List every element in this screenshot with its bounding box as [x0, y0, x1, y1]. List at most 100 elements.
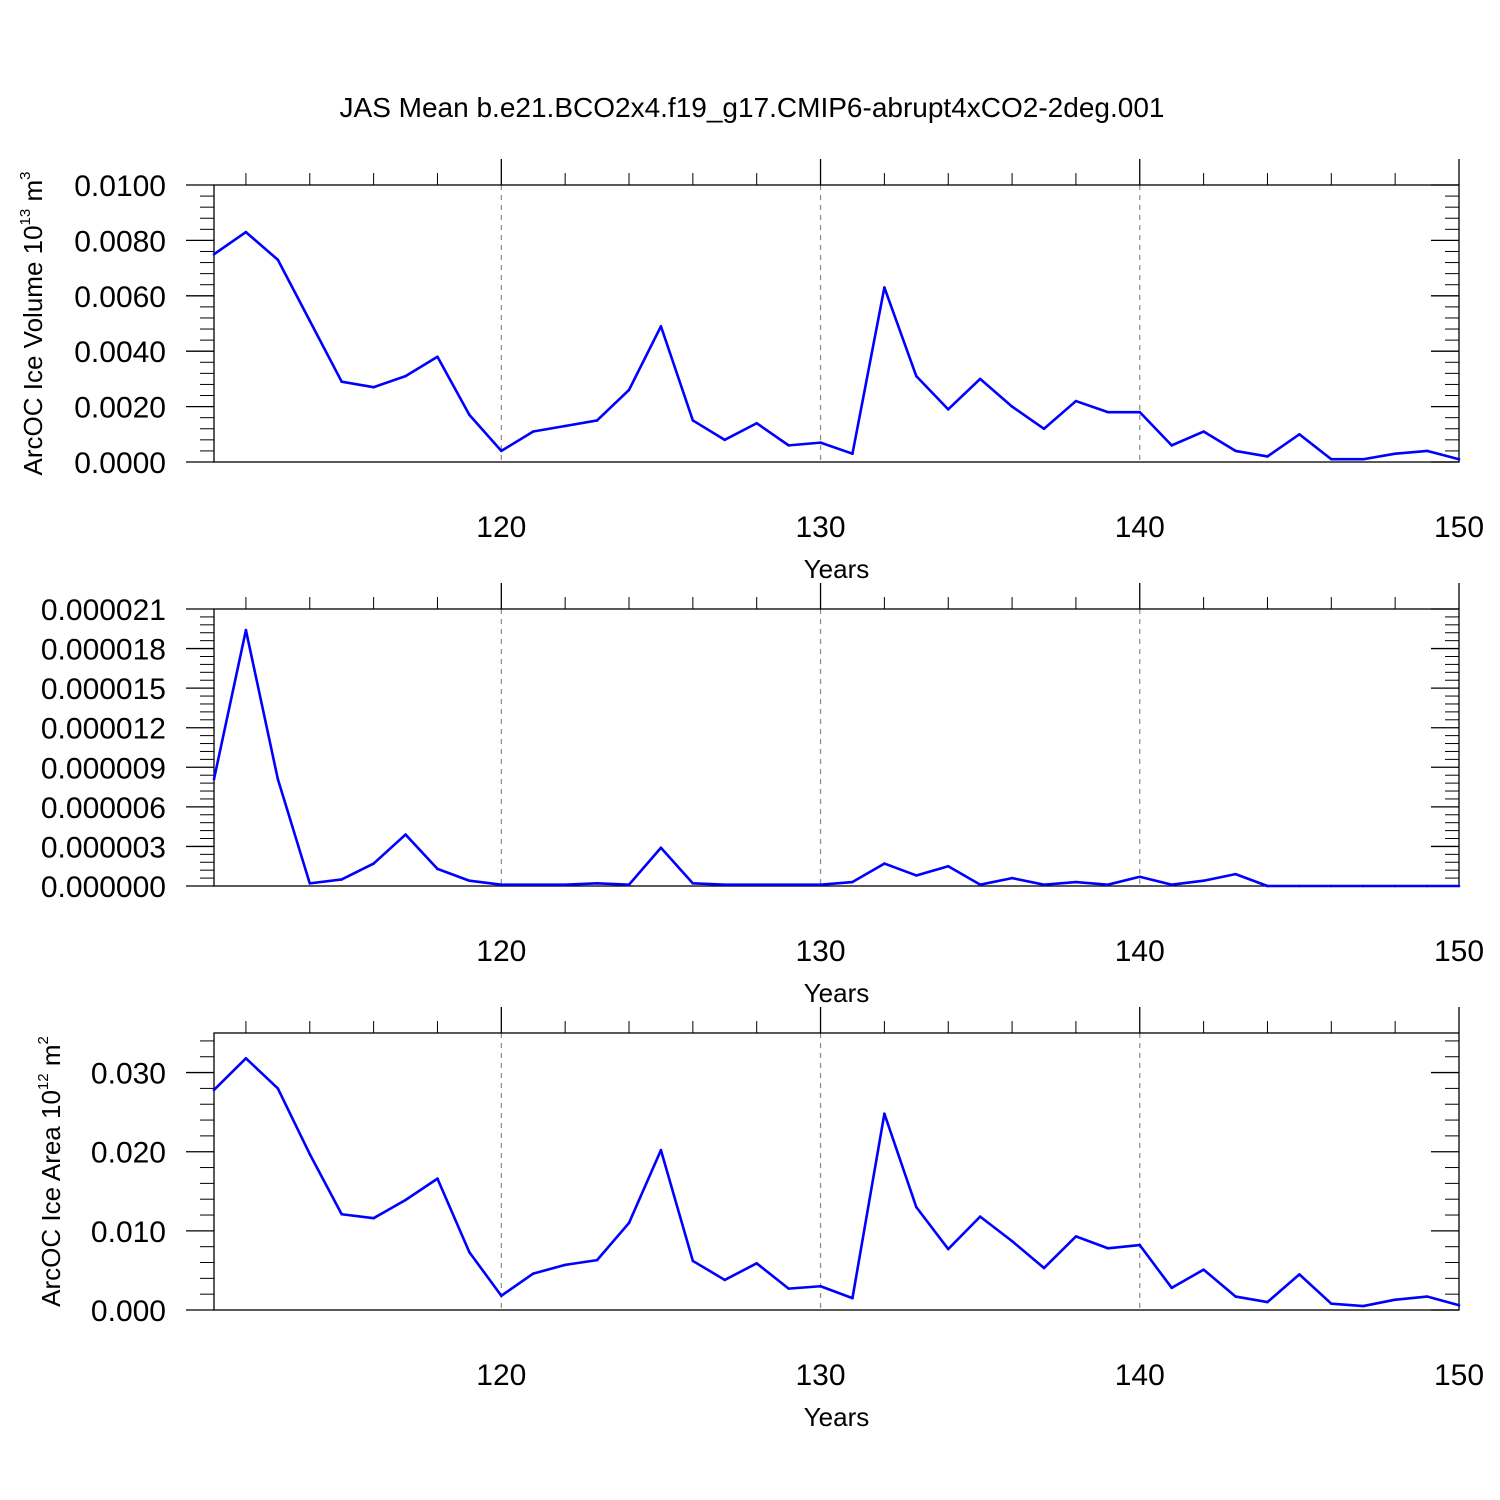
data-point [308, 1152, 312, 1156]
data-point [595, 882, 599, 885]
y-tick-label: 0.0060 [74, 281, 166, 314]
data-point [915, 874, 918, 877]
data-point [946, 1247, 950, 1251]
data-point [595, 1258, 599, 1262]
series-line [213, 230, 1460, 461]
x-tick-label: 140 [1115, 511, 1165, 544]
data-point [819, 1284, 822, 1288]
data-point [468, 879, 471, 883]
data-point [1074, 880, 1078, 884]
data-point [595, 419, 599, 422]
y-axis-label: ArcOC Snow Volume 1013 m3 [0, 580, 4, 914]
data-point [851, 1296, 854, 1300]
data-point [1042, 427, 1046, 431]
data-point [627, 388, 631, 392]
data-point [1106, 410, 1110, 414]
data-point [563, 1263, 567, 1267]
data-point [883, 1112, 886, 1116]
data-point [500, 1294, 503, 1298]
x-axis-label: Years [804, 978, 870, 1008]
data-point [1425, 1295, 1429, 1298]
data-point [1361, 884, 1365, 888]
data-point [1330, 884, 1333, 888]
data-point [755, 1262, 758, 1265]
data-point [883, 286, 886, 289]
data-point [244, 628, 248, 632]
data-point [436, 1177, 439, 1180]
data-point [691, 1259, 695, 1263]
x-axis-label: Years [804, 1402, 870, 1432]
data-point [978, 377, 982, 381]
data-point [500, 883, 503, 886]
data-point [883, 862, 886, 865]
data-point [404, 833, 407, 836]
data-point [212, 1088, 216, 1092]
data-point [1457, 457, 1461, 461]
data-point [1393, 452, 1397, 455]
data-point [1106, 883, 1110, 886]
data-point [1457, 1303, 1461, 1307]
data-point [627, 1221, 631, 1225]
data-point [915, 1205, 918, 1209]
data-point [563, 424, 567, 428]
series-line [212, 628, 1459, 888]
data-point [755, 421, 758, 425]
data-point [787, 1287, 790, 1290]
data-point [1042, 1266, 1046, 1270]
data-point [1457, 884, 1461, 888]
data-point [276, 777, 280, 781]
data-point [1298, 433, 1301, 436]
y-tick-label: 0.000009 [41, 752, 166, 785]
data-point [819, 441, 822, 444]
x-tick-label: 120 [476, 935, 526, 968]
x-tick-label: 150 [1434, 1359, 1484, 1392]
data-point [1138, 1243, 1142, 1247]
data-point [787, 444, 790, 447]
y-tick-label: 0.020 [91, 1137, 166, 1170]
x-tick-label: 120 [476, 1359, 526, 1392]
data-point [723, 883, 727, 886]
data-point [340, 878, 343, 881]
data-point [1361, 457, 1365, 461]
plot-frame [213, 184, 1460, 463]
data-point [1266, 884, 1269, 888]
x-tick-label: 130 [796, 511, 846, 544]
data-point [404, 1198, 407, 1202]
x-tick-label: 140 [1115, 1359, 1165, 1392]
data-point [659, 1148, 663, 1152]
data-point [851, 880, 854, 884]
x-tick-label: 130 [796, 1359, 846, 1392]
data-point [212, 252, 216, 256]
data-point [755, 883, 758, 886]
data-point [468, 413, 471, 417]
y-axis-label: ArcOC Ice Volume 1013 m3 [17, 172, 48, 476]
data-point [1234, 449, 1237, 453]
y-tick-label: 0.000000 [41, 871, 166, 904]
data-point [1138, 875, 1142, 879]
data-point [531, 883, 535, 886]
data-point [468, 1250, 471, 1254]
data-point [340, 1212, 343, 1216]
y-tick-label: 0.0000 [74, 447, 166, 480]
data-point [1202, 430, 1205, 433]
y-tick-label: 0.0040 [74, 336, 166, 369]
x-tick-label: 120 [476, 511, 526, 544]
data-point [1010, 1239, 1014, 1243]
data-point [787, 883, 790, 886]
data-point [1170, 444, 1173, 447]
data-point [244, 1057, 248, 1060]
plot-frame [213, 608, 1460, 887]
data-point [1202, 879, 1205, 883]
data-point [978, 883, 982, 886]
x-tick-label: 140 [1115, 935, 1165, 968]
data-point [1266, 1300, 1269, 1304]
data-point [340, 380, 343, 383]
data-point [372, 862, 375, 865]
data-point [1170, 883, 1173, 886]
data-point [1202, 1268, 1205, 1271]
y-tick-label: 0.000003 [41, 831, 166, 864]
data-point [372, 1216, 375, 1220]
data-point [627, 883, 631, 886]
data-point [1234, 872, 1237, 876]
data-point [404, 374, 407, 378]
